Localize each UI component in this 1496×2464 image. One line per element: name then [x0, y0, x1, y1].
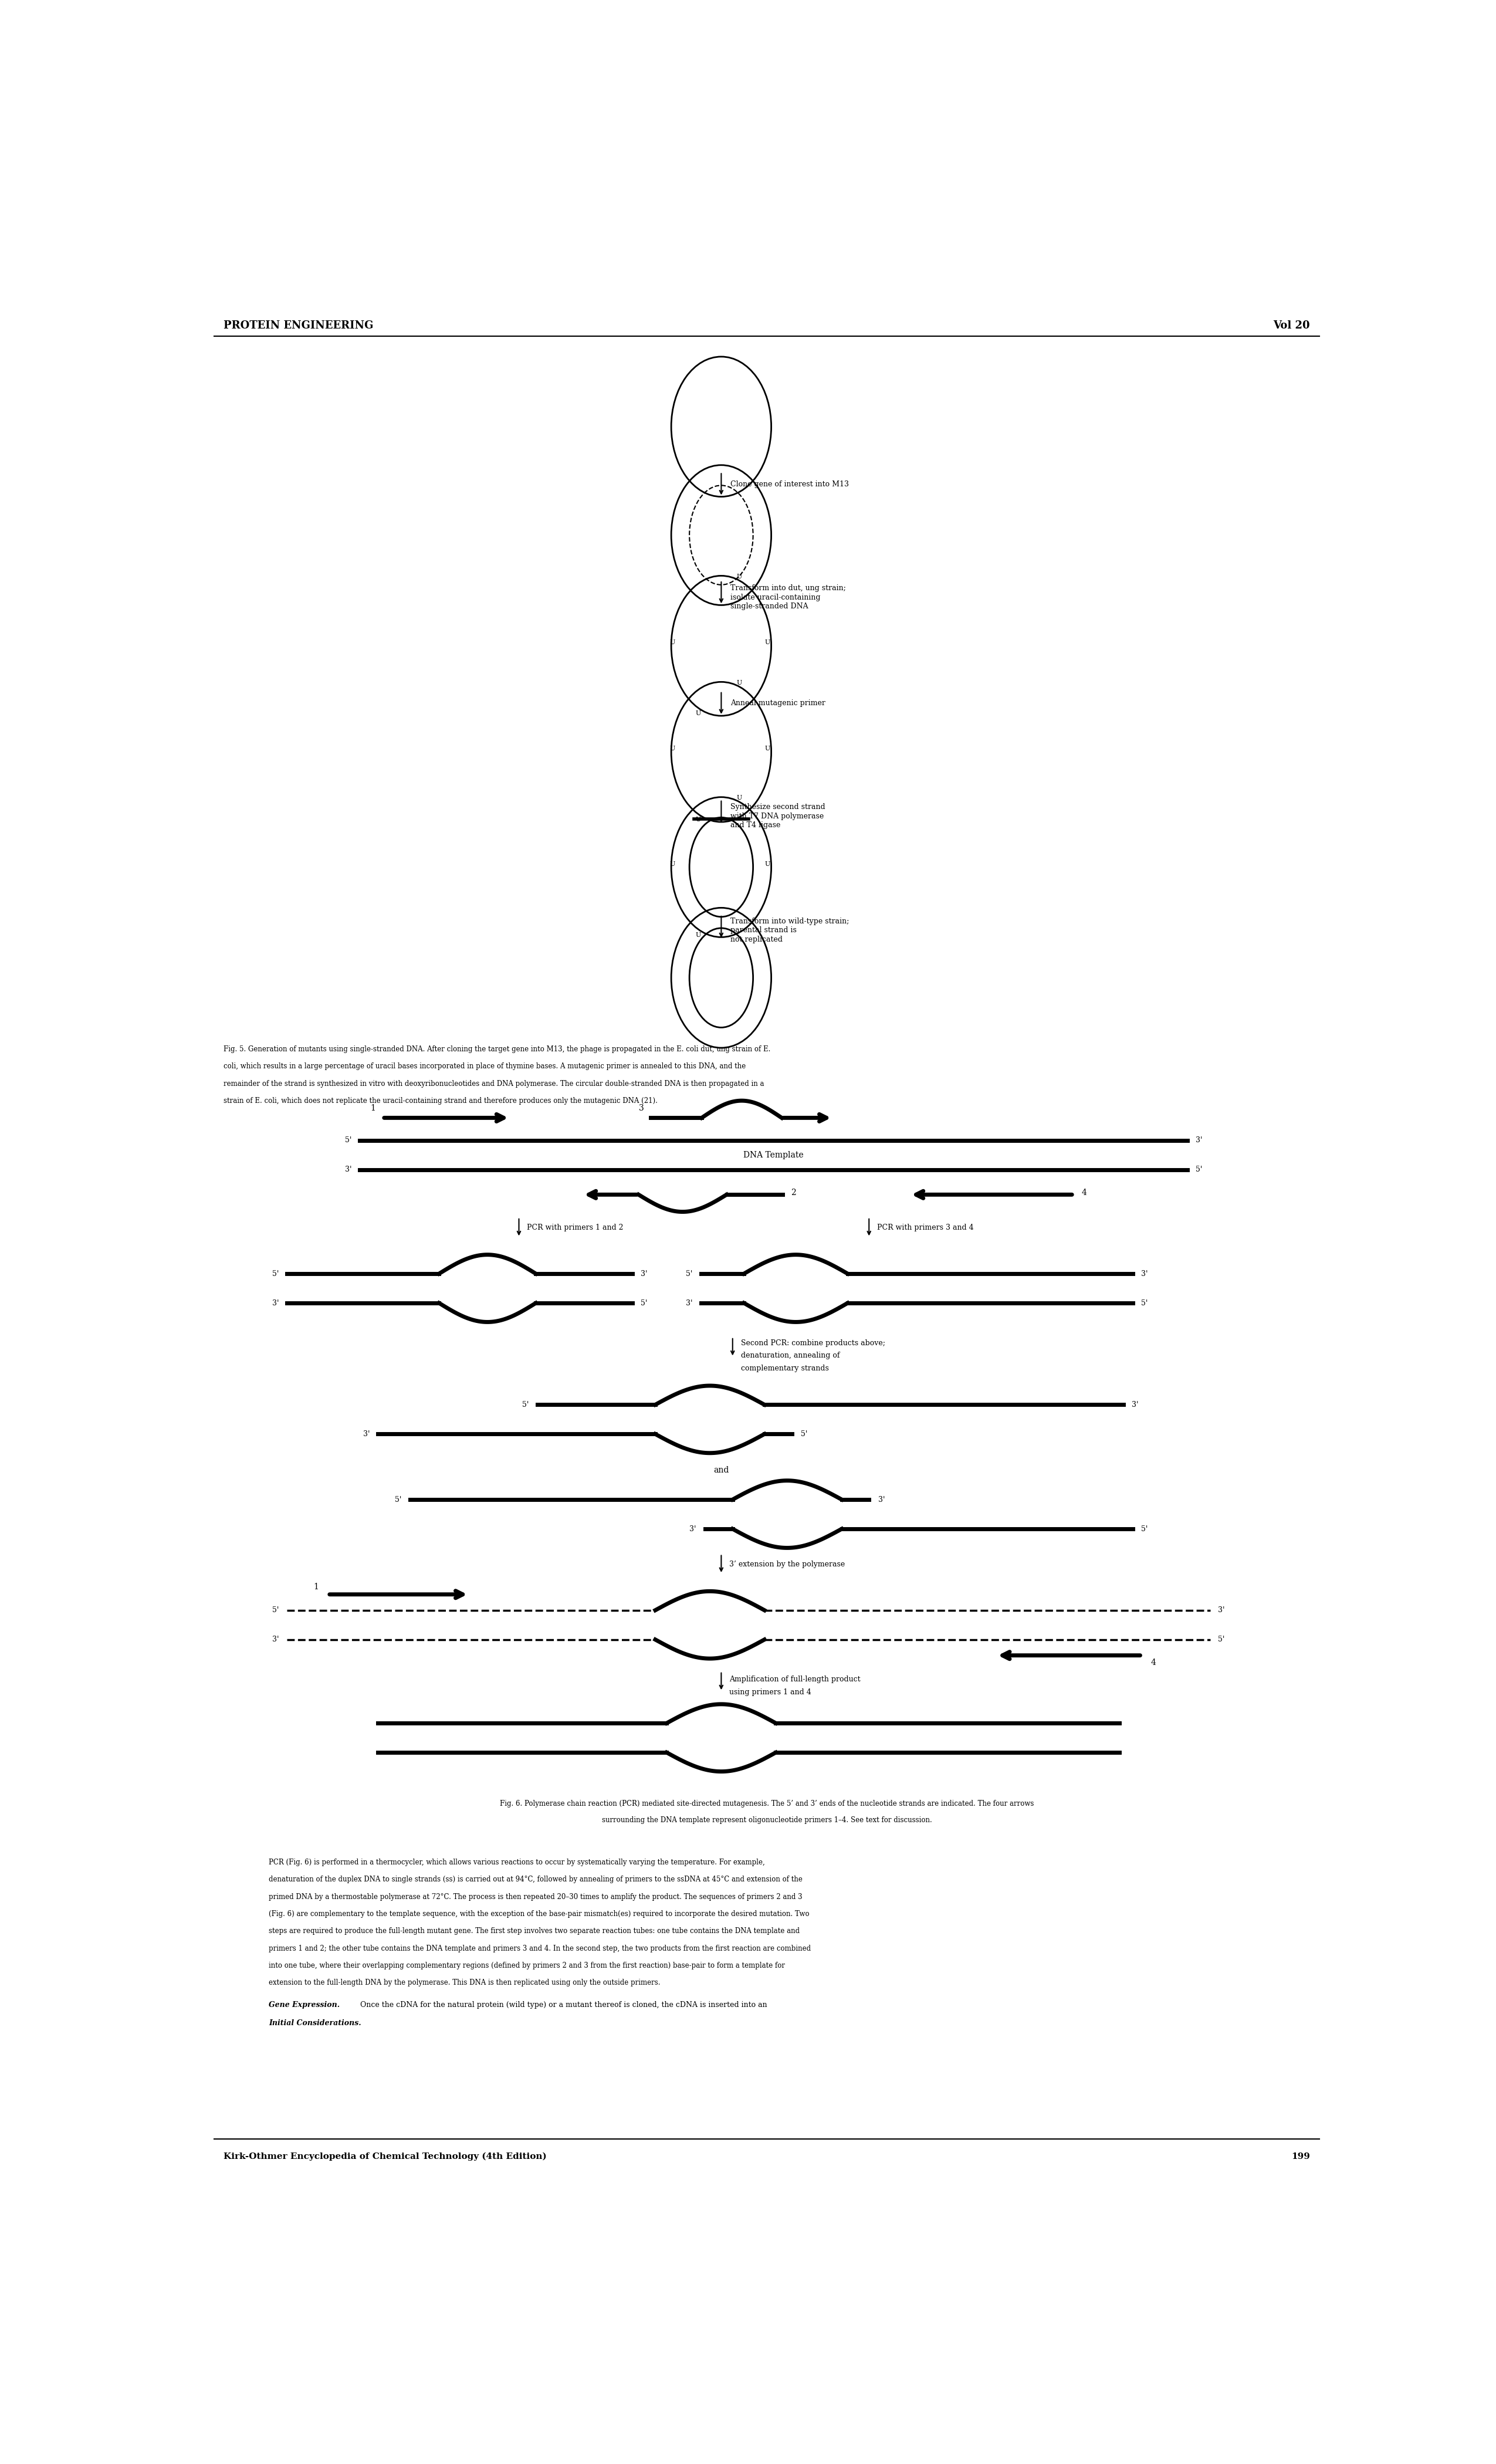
Text: 3': 3'	[364, 1429, 370, 1439]
Text: 5': 5'	[800, 1429, 808, 1439]
Text: 3': 3'	[640, 1269, 648, 1276]
Text: PCR (Fig. 6) is performed in a thermocycler, which allows various reactions to o: PCR (Fig. 6) is performed in a thermocyc…	[269, 1858, 764, 1865]
Text: 5': 5'	[1141, 1299, 1147, 1306]
Text: 3: 3	[639, 1104, 643, 1111]
Text: Fig. 5. Generation of mutants using single-stranded DNA. After cloning the targe: Fig. 5. Generation of mutants using sing…	[223, 1045, 770, 1052]
Text: denaturation of the duplex DNA to single strands (ss) is carried out at 94°C, fo: denaturation of the duplex DNA to single…	[269, 1875, 803, 1882]
Text: isolate uracil-containing: isolate uracil-containing	[730, 594, 820, 601]
Text: PCR with primers 3 and 4: PCR with primers 3 and 4	[877, 1225, 974, 1232]
Text: Second PCR: combine products above;: Second PCR: combine products above;	[741, 1340, 886, 1348]
Text: Amplification of full-length product: Amplification of full-length product	[730, 1676, 860, 1683]
Text: Once the cDNA for the natural protein (wild type) or a mutant thereof is cloned,: Once the cDNA for the natural protein (w…	[355, 2001, 767, 2008]
Text: U: U	[764, 860, 770, 867]
Text: Vol 20: Vol 20	[1273, 320, 1310, 330]
Text: 5': 5'	[395, 1496, 401, 1503]
Text: DNA Template: DNA Template	[744, 1151, 803, 1158]
Text: Clone gene of interest into M13: Clone gene of interest into M13	[730, 480, 848, 488]
Text: steps are required to produce the full-length mutant gene. The first step involv: steps are required to produce the full-l…	[269, 1927, 800, 1934]
Text: 3': 3'	[690, 1525, 696, 1533]
Text: U: U	[736, 680, 742, 685]
Text: U: U	[669, 641, 675, 646]
Text: U: U	[736, 574, 742, 579]
Text: using primers 1 and 4: using primers 1 and 4	[730, 1688, 811, 1695]
Text: surrounding the DNA template represent oligonucleotide primers 1–4. See text for: surrounding the DNA template represent o…	[601, 1816, 932, 1823]
Text: U: U	[764, 747, 770, 752]
Text: 2: 2	[791, 1188, 796, 1198]
Text: strain of E. coli, which does not replicate the uracil-containing strand and the: strain of E. coli, which does not replic…	[223, 1096, 657, 1104]
Text: U: U	[696, 710, 702, 717]
Text: 1: 1	[371, 1104, 375, 1111]
Text: 5': 5'	[272, 1269, 278, 1276]
Text: 5': 5'	[687, 1269, 693, 1276]
Text: U: U	[669, 747, 675, 752]
Text: 5': 5'	[272, 1607, 278, 1614]
Text: 5': 5'	[640, 1299, 648, 1306]
Text: remainder of the strand is synthesized in vitro with deoxyribonucleotides and DN: remainder of the strand is synthesized i…	[223, 1079, 764, 1087]
Text: 3’ extension by the polymerase: 3’ extension by the polymerase	[730, 1560, 845, 1567]
Text: parental strand is: parental strand is	[730, 926, 796, 934]
Text: 3': 3'	[878, 1496, 884, 1503]
Text: Initial Considerations.: Initial Considerations.	[269, 2018, 362, 2028]
Text: 5': 5'	[522, 1402, 530, 1409]
Text: with T7 DNA polymerase: with T7 DNA polymerase	[730, 813, 824, 821]
Text: 3': 3'	[1218, 1607, 1225, 1614]
Text: U: U	[764, 641, 770, 646]
Text: U: U	[696, 931, 702, 939]
Text: U: U	[669, 860, 675, 867]
Text: 4: 4	[1082, 1188, 1088, 1198]
Text: coli, which results in a large percentage of uracil bases incorporated in place : coli, which results in a large percentag…	[223, 1062, 745, 1069]
Text: complementary strands: complementary strands	[741, 1365, 829, 1372]
Text: not replicated: not replicated	[730, 936, 782, 944]
Text: U: U	[736, 796, 742, 801]
Text: 3': 3'	[272, 1299, 278, 1306]
Text: Fig. 6. Polymerase chain reaction (PCR) mediated site-directed mutagenesis. The : Fig. 6. Polymerase chain reaction (PCR) …	[500, 1799, 1034, 1809]
Text: Transform into wild-type strain;: Transform into wild-type strain;	[730, 917, 850, 924]
Text: 3': 3'	[1195, 1136, 1203, 1143]
Text: Gene Expression.: Gene Expression.	[269, 2001, 340, 2008]
Text: (Fig. 6) are complementary to the template sequence, with the exception of the b: (Fig. 6) are complementary to the templa…	[269, 1910, 809, 1917]
Text: denaturation, annealing of: denaturation, annealing of	[741, 1353, 839, 1360]
Text: 1: 1	[314, 1582, 319, 1592]
Text: 5': 5'	[1195, 1165, 1203, 1173]
Text: Synthesize second strand: Synthesize second strand	[730, 803, 826, 811]
Text: 3': 3'	[272, 1636, 278, 1643]
Text: Anneal mutagenic primer: Anneal mutagenic primer	[730, 700, 826, 707]
Text: 5': 5'	[1141, 1525, 1147, 1533]
Text: PROTEIN ENGINEERING: PROTEIN ENGINEERING	[223, 320, 373, 330]
Text: 5': 5'	[346, 1136, 352, 1143]
Text: 3': 3'	[1141, 1269, 1147, 1276]
Text: PCR with primers 1 and 2: PCR with primers 1 and 2	[527, 1225, 624, 1232]
Text: Kirk-Othmer Encyclopedia of Chemical Technology (4th Edition): Kirk-Othmer Encyclopedia of Chemical Tec…	[223, 2154, 546, 2161]
Text: 5': 5'	[1218, 1636, 1225, 1643]
Text: U: U	[696, 816, 702, 823]
Text: 3': 3'	[685, 1299, 693, 1306]
Text: extension to the full-length DNA by the polymerase. This DNA is then replicated : extension to the full-length DNA by the …	[269, 1979, 660, 1986]
Text: and T4 ligase: and T4 ligase	[730, 821, 781, 828]
Text: single-stranded DNA: single-stranded DNA	[730, 604, 808, 611]
Text: Transform into dut, ung strain;: Transform into dut, ung strain;	[730, 584, 845, 591]
Text: 3': 3'	[346, 1165, 352, 1173]
Text: primers 1 and 2; the other tube contains the DNA template and primers 3 and 4. I: primers 1 and 2; the other tube contains…	[269, 1944, 811, 1951]
Text: 199: 199	[1291, 2154, 1310, 2161]
Text: primed DNA by a thermostable polymerase at 72°C. The process is then repeated 20: primed DNA by a thermostable polymerase …	[269, 1892, 802, 1900]
Text: into one tube, where their overlapping complementary regions (defined by primers: into one tube, where their overlapping c…	[269, 1961, 785, 1969]
Text: 4: 4	[1150, 1658, 1156, 1666]
Text: 3': 3'	[1132, 1402, 1138, 1409]
Text: and: and	[714, 1466, 729, 1473]
